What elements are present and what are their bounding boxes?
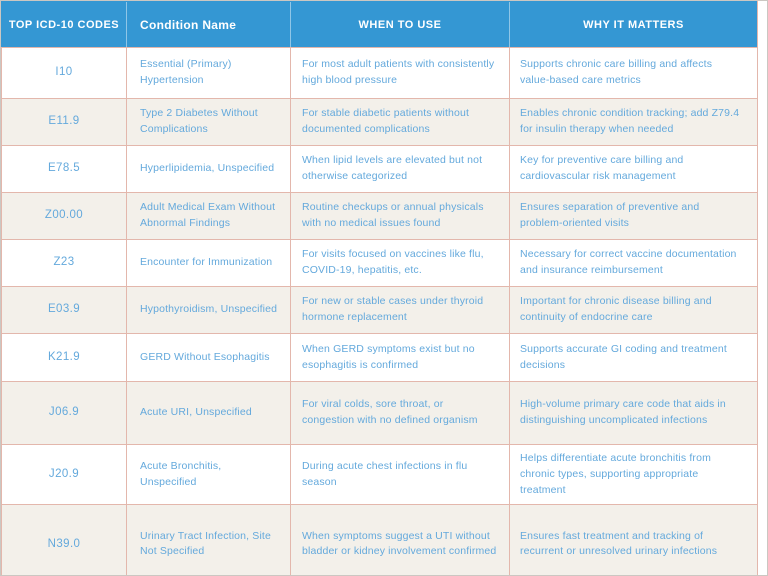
- why-it-matters-cell: Supports accurate GI coding and treatmen…: [509, 333, 758, 382]
- condition-cell: Urinary Tract Infection, Site Not Specif…: [126, 504, 291, 575]
- header-top-icd10-codes: TOP ICD-10 CODES: [1, 1, 127, 48]
- why-it-matters-cell: Necessary for correct vaccine documentat…: [509, 239, 758, 287]
- why-it-matters-cell: Important for chronic disease billing an…: [509, 286, 758, 334]
- condition-cell: Encounter for Immunization: [126, 239, 291, 287]
- code-cell: I10: [1, 47, 127, 99]
- code-cell: Z00.00: [1, 192, 127, 240]
- when-to-use-cell: For new or stable cases under thyroid ho…: [290, 286, 510, 334]
- why-it-matters-cell: Supports chronic care billing and affect…: [509, 47, 758, 99]
- table-row: N39.0 Urinary Tract Infection, Site Not …: [1, 504, 758, 575]
- when-to-use-cell: During acute chest infections in flu sea…: [290, 443, 510, 506]
- condition-cell: Adult Medical Exam Without Abnormal Find…: [126, 192, 291, 240]
- why-it-matters-cell: Key for preventive care billing and card…: [509, 145, 758, 193]
- condition-cell: GERD Without Esophagitis: [126, 333, 291, 382]
- why-it-matters-cell: Ensures fast treatment and tracking of r…: [509, 504, 758, 575]
- header-why-it-matters: WHY IT MATTERS: [509, 1, 758, 48]
- table-row: E11.9 Type 2 Diabetes Without Complicati…: [1, 98, 758, 146]
- table-header-row: TOP ICD-10 CODES Condition Name WHEN TO …: [1, 1, 758, 48]
- condition-cell: Hypothyroidism, Unspecified: [126, 286, 291, 334]
- code-cell: E78.5: [1, 145, 127, 193]
- code-cell: E11.9: [1, 98, 127, 146]
- header-condition-name: Condition Name: [126, 1, 291, 48]
- condition-cell: Essential (Primary) Hypertension: [126, 47, 291, 99]
- when-to-use-cell: For viral colds, sore throat, or congest…: [290, 381, 510, 445]
- when-to-use-cell: When GERD symptoms exist but no esophagi…: [290, 333, 510, 382]
- table-row: Z00.00 Adult Medical Exam Without Abnorm…: [1, 192, 758, 240]
- code-cell: K21.9: [1, 333, 127, 382]
- why-it-matters-cell: Ensures separation of preventive and pro…: [509, 192, 758, 240]
- code-cell: E03.9: [1, 286, 127, 334]
- table-row: E78.5 Hyperlipidemia, Unspecified When l…: [1, 145, 758, 193]
- condition-cell: Acute URI, Unspecified: [126, 381, 291, 445]
- table-row: J20.9 Acute Bronchitis, Unspecified Duri…: [1, 443, 758, 506]
- table-row: K21.9 GERD Without Esophagitis When GERD…: [1, 333, 758, 382]
- table-row: E03.9 Hypothyroidism, Unspecified For ne…: [1, 286, 758, 334]
- table-row: J06.9 Acute URI, Unspecified For viral c…: [1, 381, 758, 445]
- condition-cell: Type 2 Diabetes Without Complications: [126, 98, 291, 146]
- code-cell: N39.0: [1, 504, 127, 575]
- code-cell: Z23: [1, 239, 127, 287]
- condition-cell: Acute Bronchitis, Unspecified: [126, 443, 291, 506]
- why-it-matters-cell: Helps differentiate acute bronchitis fro…: [509, 443, 758, 506]
- when-to-use-cell: For most adult patients with consistentl…: [290, 47, 510, 99]
- when-to-use-cell: Routine checkups or annual physicals wit…: [290, 192, 510, 240]
- code-cell: J20.9: [1, 443, 127, 506]
- table-row: Z23 Encounter for Immunization For visit…: [1, 239, 758, 287]
- table-row: I10 Essential (Primary) Hypertension For…: [1, 47, 758, 99]
- why-it-matters-cell: Enables chronic condition tracking; add …: [509, 98, 758, 146]
- condition-cell: Hyperlipidemia, Unspecified: [126, 145, 291, 193]
- when-to-use-cell: For visits focused on vaccines like flu,…: [290, 239, 510, 287]
- when-to-use-cell: When lipid levels are elevated but not o…: [290, 145, 510, 193]
- code-cell: J06.9: [1, 381, 127, 445]
- when-to-use-cell: When symptoms suggest a UTI without blad…: [290, 504, 510, 575]
- when-to-use-cell: For stable diabetic patients without doc…: [290, 98, 510, 146]
- why-it-matters-cell: High-volume primary care code that aids …: [509, 381, 758, 445]
- header-when-to-use: WHEN TO USE: [290, 1, 510, 48]
